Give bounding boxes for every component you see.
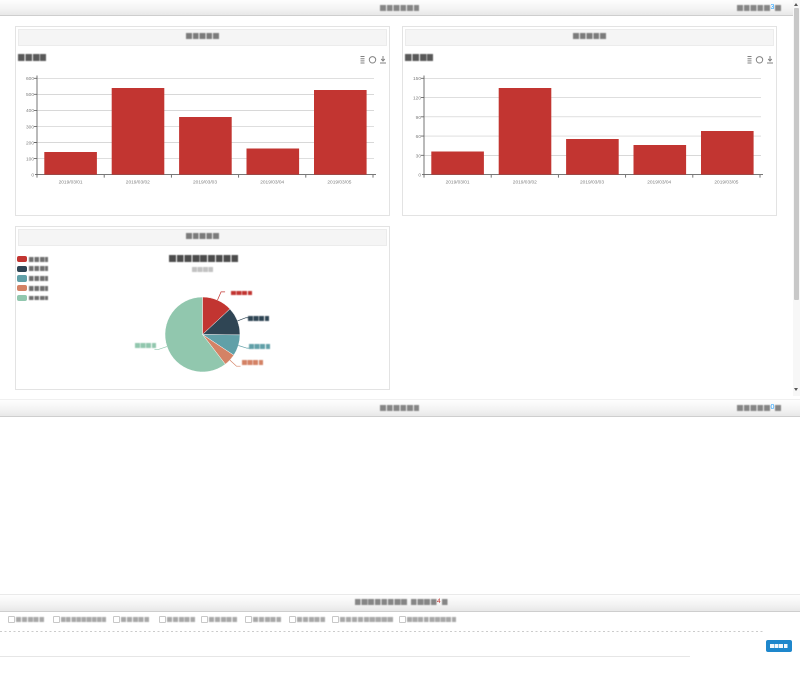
svg-text:2019/03/05: 2019/03/05	[327, 180, 351, 186]
svg-text:2019/03/01: 2019/03/01	[58, 180, 82, 186]
svg-text:120: 120	[412, 96, 420, 102]
svg-text:300: 300	[25, 124, 33, 130]
svg-text:0: 0	[31, 172, 34, 178]
svg-text:2019/03/03: 2019/03/03	[192, 180, 216, 186]
svg-text:2019/03/05: 2019/03/05	[714, 180, 738, 186]
svg-text:2019/03/01: 2019/03/01	[445, 180, 469, 186]
svg-text:0: 0	[418, 172, 421, 178]
svg-text:2019/03/03: 2019/03/03	[579, 180, 603, 186]
svg-text:60: 60	[415, 134, 421, 140]
svg-text:600: 600	[25, 76, 33, 82]
svg-text:30: 30	[415, 153, 421, 159]
svg-text:200: 200	[25, 140, 33, 146]
svg-text:2019/03/02: 2019/03/02	[125, 180, 149, 186]
svg-text:150: 150	[412, 76, 420, 82]
svg-text:90: 90	[415, 115, 421, 121]
svg-text:2019/03/04: 2019/03/04	[647, 180, 671, 186]
svg-text:2019/03/04: 2019/03/04	[260, 180, 284, 186]
svg-text:500: 500	[25, 92, 33, 98]
svg-text:100: 100	[25, 156, 33, 162]
svg-text:400: 400	[25, 108, 33, 114]
svg-text:2019/03/02: 2019/03/02	[512, 180, 536, 186]
